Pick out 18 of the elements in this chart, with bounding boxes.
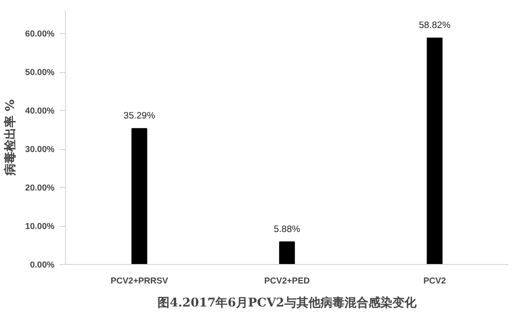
y-tick-label: 40.00% xyxy=(25,106,55,116)
y-tick-label: 50.00% xyxy=(25,67,55,78)
data-label: 5.88% xyxy=(274,224,300,234)
y-tick-label: 0.00% xyxy=(30,260,55,270)
x-tick-label: PCV2 xyxy=(423,276,446,286)
y-tick-label: 20.00% xyxy=(25,182,55,193)
bar xyxy=(131,128,148,264)
y-tick-label: 30.00% xyxy=(25,144,55,154)
x-tick-label: PCV2+PED xyxy=(264,276,310,286)
x-tick-label: PCV2+PRRSV xyxy=(110,276,168,286)
y-tick-label: 10.00% xyxy=(25,221,55,232)
bar xyxy=(426,38,443,264)
y-tick-label: 60.00% xyxy=(25,28,55,39)
text: 图4.2017年6月PCV2与其他病毒混合感染变化 xyxy=(158,296,418,310)
data-label: 35.29% xyxy=(124,110,156,121)
data-label: 58.82% xyxy=(418,20,450,30)
y-axis-title: 病毒检出率 % xyxy=(3,99,18,177)
bar xyxy=(279,241,295,264)
